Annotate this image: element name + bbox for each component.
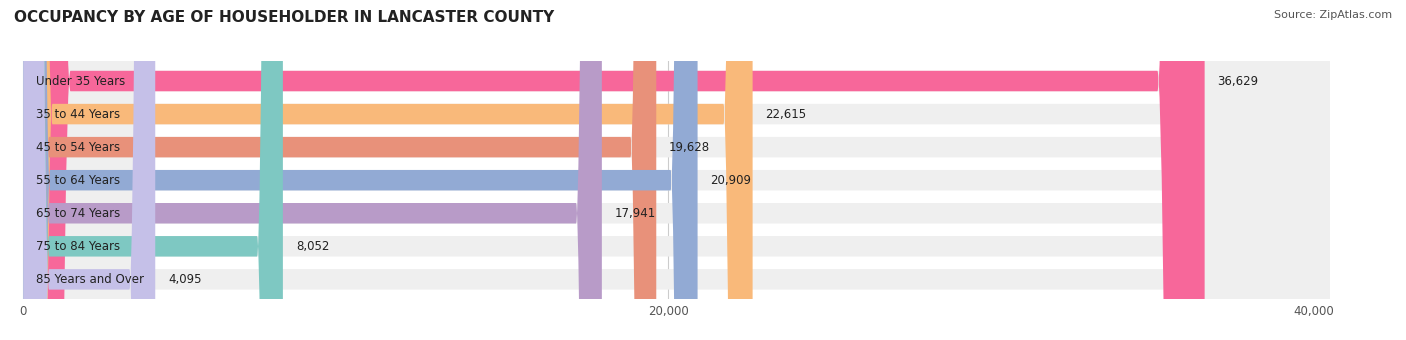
Text: 65 to 74 Years: 65 to 74 Years (37, 207, 121, 220)
Text: 22,615: 22,615 (765, 107, 807, 121)
FancyBboxPatch shape (22, 0, 1330, 340)
Text: 85 Years and Over: 85 Years and Over (37, 273, 143, 286)
Text: 4,095: 4,095 (169, 273, 201, 286)
FancyBboxPatch shape (22, 0, 155, 340)
FancyBboxPatch shape (22, 0, 1330, 340)
FancyBboxPatch shape (22, 0, 1330, 340)
FancyBboxPatch shape (22, 0, 283, 340)
Text: 45 to 54 Years: 45 to 54 Years (37, 141, 120, 154)
Text: 19,628: 19,628 (669, 141, 710, 154)
FancyBboxPatch shape (22, 0, 1205, 340)
FancyBboxPatch shape (22, 0, 602, 340)
Text: 8,052: 8,052 (295, 240, 329, 253)
Text: 35 to 44 Years: 35 to 44 Years (37, 107, 120, 121)
Text: Source: ZipAtlas.com: Source: ZipAtlas.com (1274, 10, 1392, 20)
FancyBboxPatch shape (22, 0, 1330, 340)
FancyBboxPatch shape (22, 0, 1330, 340)
Text: 36,629: 36,629 (1218, 74, 1258, 87)
Text: 20,909: 20,909 (710, 174, 751, 187)
FancyBboxPatch shape (22, 0, 1330, 340)
Text: 55 to 64 Years: 55 to 64 Years (37, 174, 120, 187)
Text: 75 to 84 Years: 75 to 84 Years (37, 240, 120, 253)
FancyBboxPatch shape (22, 0, 1330, 340)
Text: 17,941: 17,941 (614, 207, 657, 220)
Text: Under 35 Years: Under 35 Years (37, 74, 125, 87)
FancyBboxPatch shape (22, 0, 752, 340)
Text: OCCUPANCY BY AGE OF HOUSEHOLDER IN LANCASTER COUNTY: OCCUPANCY BY AGE OF HOUSEHOLDER IN LANCA… (14, 10, 554, 25)
FancyBboxPatch shape (22, 0, 657, 340)
FancyBboxPatch shape (22, 0, 697, 340)
